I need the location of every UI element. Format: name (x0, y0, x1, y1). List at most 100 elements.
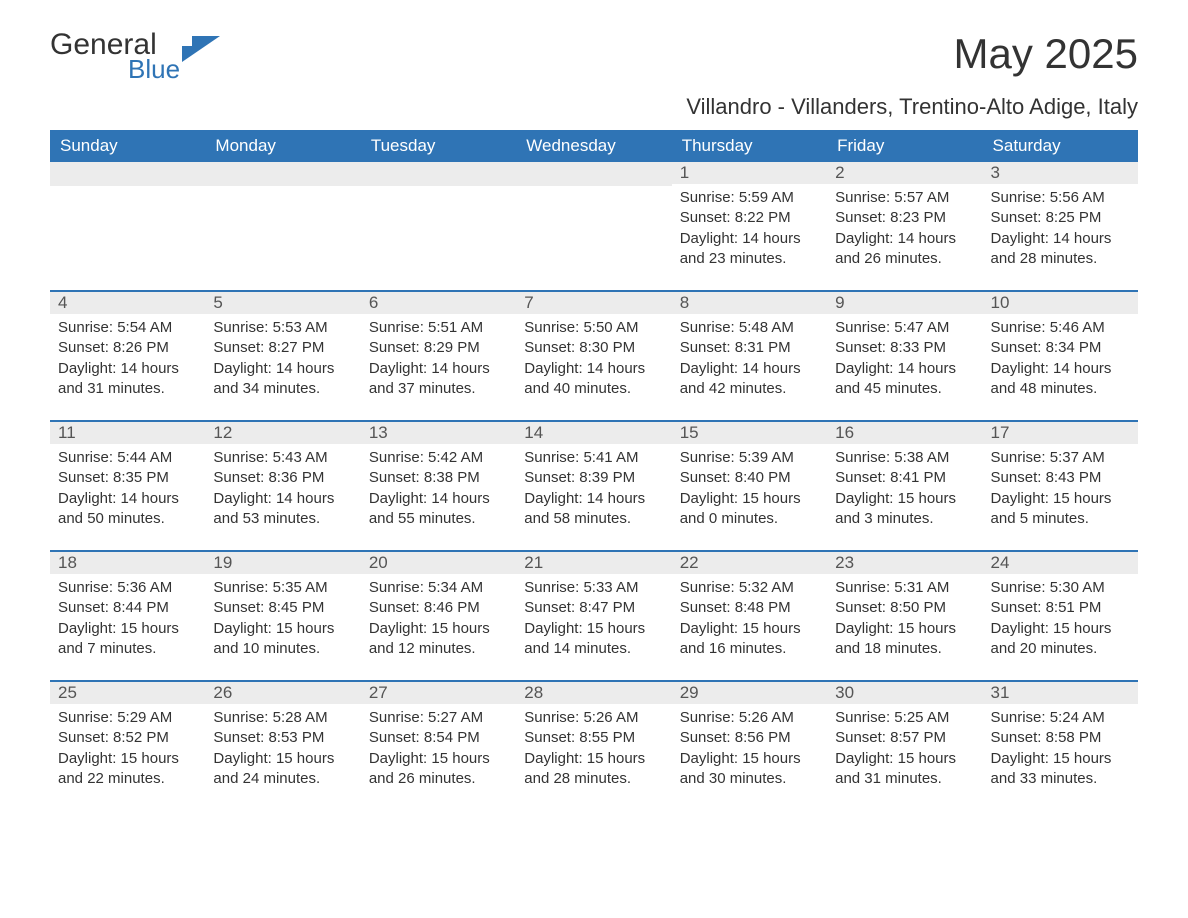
week-row: 4Sunrise: 5:54 AMSunset: 8:26 PMDaylight… (50, 290, 1138, 420)
day-cell: 5Sunrise: 5:53 AMSunset: 8:27 PMDaylight… (205, 292, 360, 420)
day-details: Sunrise: 5:30 AMSunset: 8:51 PMDaylight:… (983, 574, 1138, 667)
daylight-text: Daylight: 15 hours and 30 minutes. (680, 749, 819, 790)
day-number: 26 (205, 682, 360, 704)
sunrise-text: Sunrise: 5:50 AM (524, 318, 663, 338)
sunrise-text: Sunrise: 5:53 AM (213, 318, 352, 338)
day-number: 5 (205, 292, 360, 314)
sunrise-text: Sunrise: 5:41 AM (524, 448, 663, 468)
week-row: 11Sunrise: 5:44 AMSunset: 8:35 PMDayligh… (50, 420, 1138, 550)
sunset-text: Sunset: 8:48 PM (680, 598, 819, 618)
sunrise-text: Sunrise: 5:46 AM (991, 318, 1130, 338)
weekday-header: Monday (205, 130, 360, 162)
day-cell: 27Sunrise: 5:27 AMSunset: 8:54 PMDayligh… (361, 682, 516, 810)
day-cell: 18Sunrise: 5:36 AMSunset: 8:44 PMDayligh… (50, 552, 205, 680)
daylight-text: Daylight: 14 hours and 23 minutes. (680, 229, 819, 270)
sunrise-text: Sunrise: 5:34 AM (369, 578, 508, 598)
daylight-text: Daylight: 14 hours and 50 minutes. (58, 489, 197, 530)
day-cell: 9Sunrise: 5:47 AMSunset: 8:33 PMDaylight… (827, 292, 982, 420)
week-row: 25Sunrise: 5:29 AMSunset: 8:52 PMDayligh… (50, 680, 1138, 810)
day-number: 14 (516, 422, 671, 444)
day-cell: 30Sunrise: 5:25 AMSunset: 8:57 PMDayligh… (827, 682, 982, 810)
daylight-text: Daylight: 15 hours and 3 minutes. (835, 489, 974, 530)
sunset-text: Sunset: 8:34 PM (991, 338, 1130, 358)
day-number: 12 (205, 422, 360, 444)
day-number: 1 (672, 162, 827, 184)
day-details: Sunrise: 5:27 AMSunset: 8:54 PMDaylight:… (361, 704, 516, 797)
day-details: Sunrise: 5:38 AMSunset: 8:41 PMDaylight:… (827, 444, 982, 537)
day-cell: 12 Sunrise: 5:43 AMSunset: 8:36 PMDayligh… (205, 422, 360, 550)
daylight-text: Daylight: 14 hours and 34 minutes. (213, 359, 352, 400)
day-number: 16 (827, 422, 982, 444)
sunset-text: Sunset: 8:36 PM (213, 468, 352, 488)
day-cell: 19Sunrise: 5:35 AMSunset: 8:45 PMDayligh… (205, 552, 360, 680)
sunrise-text: Sunrise: 5:54 AM (58, 318, 197, 338)
sunrise-text: Sunrise: 5:30 AM (991, 578, 1130, 598)
sunset-text: Sunset: 8:35 PM (58, 468, 197, 488)
calendar-body: 1Sunrise: 5:59 AMSunset: 8:22 PMDaylight… (50, 162, 1138, 810)
daylight-text: Daylight: 15 hours and 12 minutes. (369, 619, 508, 660)
sunset-text: Sunset: 8:39 PM (524, 468, 663, 488)
day-details: Sunrise: 5:59 AMSunset: 8:22 PMDaylight:… (672, 184, 827, 277)
sunset-text: Sunset: 8:45 PM (213, 598, 352, 618)
sunset-text: Sunset: 8:25 PM (991, 208, 1130, 228)
day-number: 11 (50, 422, 205, 444)
sunset-text: Sunset: 8:26 PM (58, 338, 197, 358)
daylight-text: Daylight: 14 hours and 37 minutes. (369, 359, 508, 400)
sunrise-text: Sunrise: 5:35 AM (213, 578, 352, 598)
day-cell: 29Sunrise: 5:26 AMSunset: 8:56 PMDayligh… (672, 682, 827, 810)
day-cell: 16Sunrise: 5:38 AMSunset: 8:41 PMDayligh… (827, 422, 982, 550)
daylight-text: Daylight: 14 hours and 45 minutes. (835, 359, 974, 400)
daylight-text: Daylight: 14 hours and 48 minutes. (991, 359, 1130, 400)
day-number: 19 (205, 552, 360, 574)
day-cell: 2Sunrise: 5:57 AMSunset: 8:23 PMDaylight… (827, 162, 982, 290)
daylight-text: Daylight: 15 hours and 16 minutes. (680, 619, 819, 660)
day-details: Sunrise: 5:33 AMSunset: 8:47 PMDaylight:… (516, 574, 671, 667)
day-details: Sunrise: 5:53 AMSunset: 8:27 PMDaylight:… (205, 314, 360, 407)
daylight-text: Daylight: 15 hours and 24 minutes. (213, 749, 352, 790)
day-cell (205, 162, 360, 290)
sunrise-text: Sunrise: 5:36 AM (58, 578, 197, 598)
weekday-header: Sunday (50, 130, 205, 162)
sunrise-text: Sunrise: 5:42 AM (369, 448, 508, 468)
daylight-text: Daylight: 14 hours and 53 minutes. (213, 489, 352, 530)
sunset-text: Sunset: 8:44 PM (58, 598, 197, 618)
daylight-text: Daylight: 15 hours and 26 minutes. (369, 749, 508, 790)
sunrise-text: Sunrise: 5:56 AM (991, 188, 1130, 208)
sunset-text: Sunset: 8:54 PM (369, 728, 508, 748)
sunset-text: Sunset: 8:23 PM (835, 208, 974, 228)
daylight-text: Daylight: 15 hours and 33 minutes. (991, 749, 1130, 790)
daylight-text: Daylight: 15 hours and 20 minutes. (991, 619, 1130, 660)
day-details: Sunrise: 5:29 AMSunset: 8:52 PMDaylight:… (50, 704, 205, 797)
sunrise-text: Sunrise: 5:28 AM (213, 708, 352, 728)
day-number: 18 (50, 552, 205, 574)
day-number: 30 (827, 682, 982, 704)
sunset-text: Sunset: 8:47 PM (524, 598, 663, 618)
day-number: 3 (983, 162, 1138, 184)
sunset-text: Sunset: 8:41 PM (835, 468, 974, 488)
sunrise-text: Sunrise: 5:29 AM (58, 708, 197, 728)
sunset-text: Sunset: 8:58 PM (991, 728, 1130, 748)
sunset-text: Sunset: 8:56 PM (680, 728, 819, 748)
sunrise-text: Sunrise: 5:48 AM (680, 318, 819, 338)
day-cell (361, 162, 516, 290)
sunset-text: Sunset: 8:22 PM (680, 208, 819, 228)
day-number: 7 (516, 292, 671, 314)
sunrise-text: Sunrise: 5:43 AM (213, 448, 352, 468)
sunrise-text: Sunrise: 5:31 AM (835, 578, 974, 598)
day-details: Sunrise: 5:48 AMSunset: 8:31 PMDaylight:… (672, 314, 827, 407)
day-cell: 20Sunrise: 5:34 AMSunset: 8:46 PMDayligh… (361, 552, 516, 680)
day-cell: 17Sunrise: 5:37 AMSunset: 8:43 PMDayligh… (983, 422, 1138, 550)
sunset-text: Sunset: 8:51 PM (991, 598, 1130, 618)
day-cell: 7Sunrise: 5:50 AMSunset: 8:30 PMDaylight… (516, 292, 671, 420)
sunrise-text: Sunrise: 5:25 AM (835, 708, 974, 728)
sunrise-text: Sunrise: 5:59 AM (680, 188, 819, 208)
daylight-text: Daylight: 14 hours and 42 minutes. (680, 359, 819, 400)
header: General Blue May 2025 (50, 30, 1138, 82)
day-details: Sunrise: 5:28 AMSunset: 8:53 PMDaylight:… (205, 704, 360, 797)
sunrise-text: Sunrise: 5:26 AM (524, 708, 663, 728)
sunrise-text: Sunrise: 5:44 AM (58, 448, 197, 468)
brand-logo: General Blue (50, 30, 220, 82)
sunrise-text: Sunrise: 5:51 AM (369, 318, 508, 338)
sunset-text: Sunset: 8:40 PM (680, 468, 819, 488)
day-details: Sunrise: 5:57 AMSunset: 8:23 PMDaylight:… (827, 184, 982, 277)
